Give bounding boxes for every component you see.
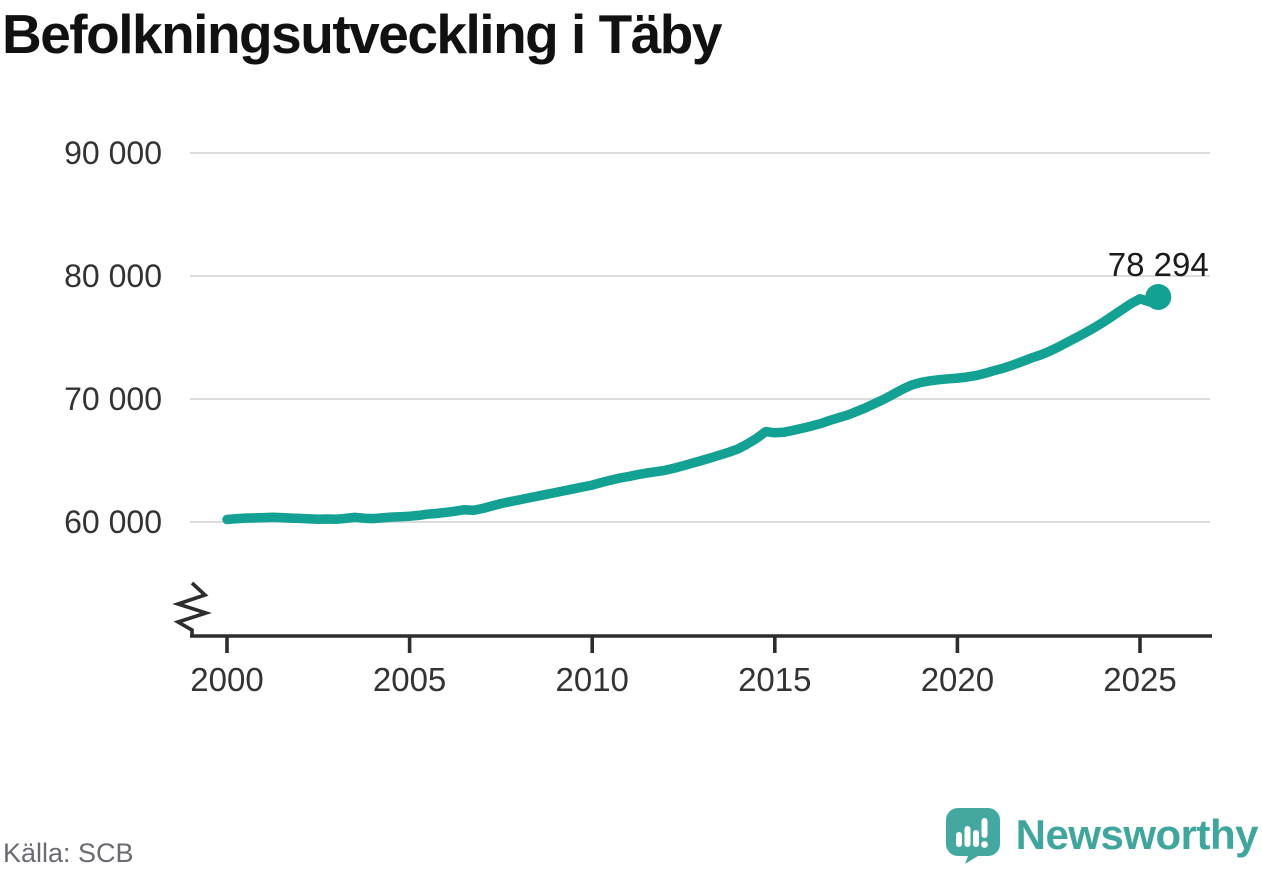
x-tick-label: 2005 [373,661,446,698]
source-note: Källa: SCB [3,838,134,868]
y-tick-label: 90 000 [64,135,162,171]
gridlines [190,152,1210,523]
x-tick-label: 2020 [921,661,994,698]
y-axis-tick-labels: 90 000 80 000 70 000 60 000 [64,135,162,540]
y-tick-label: 70 000 [64,381,162,417]
brand-footer: Newsworthy [944,806,1259,864]
end-point-dot [1145,283,1172,310]
population-line [222,292,1164,525]
y-tick-label: 60 000 [64,504,162,540]
x-tick-label: 2010 [555,661,628,698]
chart-title: Befolkningsutveckling i Täby [2,3,722,65]
end-point-group: 78 294 [1108,246,1209,310]
y-tick-label: 80 000 [64,258,162,294]
x-tick-label: 2015 [738,661,811,698]
newsworthy-logo-icon [945,808,1000,864]
newsworthy-wordmark: Newsworthy [1015,811,1259,858]
population-line-chart: 90 000 80 000 70 000 60 000 2000 2005 2010 201… [64,135,1212,698]
x-tick-label: 2000 [190,661,263,698]
data-series [222,292,1164,525]
end-point-value-label: 78 294 [1108,246,1209,283]
x-tick-label: 2025 [1103,661,1176,698]
y-axis-break-icon [172,581,212,636]
x-axis: 2000 2005 2010 2015 2020 2025 [190,634,1212,698]
